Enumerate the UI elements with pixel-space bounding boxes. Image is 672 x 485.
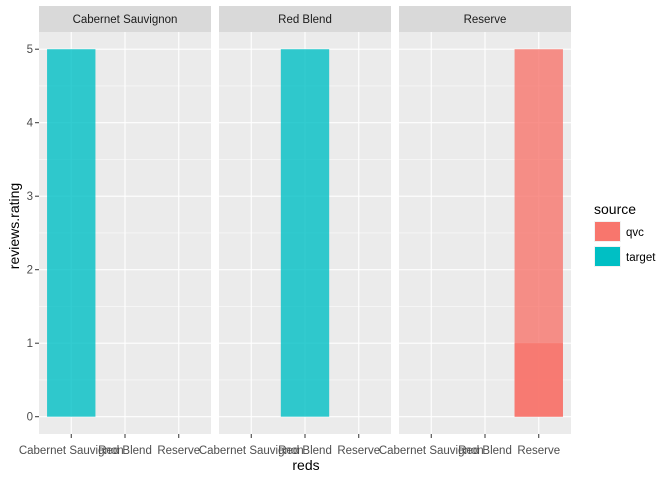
y-tick-label: 3 [27,191,33,203]
x-tick-label: Cabernet Sauvignon [19,445,124,457]
x-tick-label: Reserve [157,445,200,457]
y-tick-label: 1 [27,338,33,350]
legend-title: source [594,201,636,217]
facet-strip-label: Red Blend [278,14,332,26]
x-tick-label: Reserve [517,445,560,457]
bar-qvc-reserve [514,343,563,417]
facet-strip [399,6,571,32]
y-tick-label: 4 [27,118,34,130]
x-axis-title: reds [292,457,319,473]
legend-swatch-target [595,247,620,266]
y-axis-title: reviews.rating [6,183,22,269]
x-tick-label: Red Blend [458,445,512,457]
x-tick-label: Red Blend [98,445,152,457]
bar-target-red-blend [280,49,330,417]
facet-strip-label: Cabernet Sauvignon [73,14,178,26]
facet-strip-label: Reserve [464,14,507,26]
y-tick-label: 2 [27,265,33,277]
facet-strip [219,6,391,32]
x-tick-label: Reserve [337,445,380,457]
facet-strip [39,6,211,32]
y-tick-label: 0 [27,412,33,424]
legend-label-qvc: qvc [626,227,644,239]
bar-target-cabernet-sauvignon [47,49,96,417]
x-tick-label: Cabernet Sauvignon [379,445,484,457]
legend: source qvc target [594,201,656,267]
legend-label-target: target [626,252,656,264]
x-tick-label: Red Blend [278,445,332,457]
x-tick-label: Cabernet Sauvignon [199,445,304,457]
legend-swatch-qvc [595,222,620,241]
y-tick-label: 5 [27,44,33,56]
